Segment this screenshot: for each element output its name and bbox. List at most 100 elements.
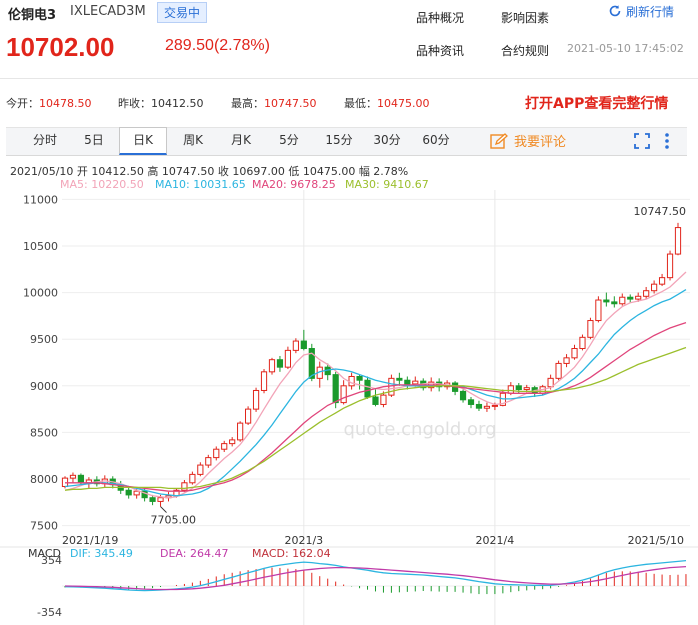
candle-body (308, 348, 315, 379)
candle-body (284, 349, 292, 368)
refresh-button[interactable]: 刷新行情 (608, 3, 674, 20)
candle-body (475, 403, 483, 409)
candle-body (579, 336, 586, 350)
candle-body (627, 296, 634, 300)
ma30-label: MA30: 9410.67 (345, 178, 429, 191)
candle-body (260, 371, 268, 391)
candle-body (69, 474, 77, 479)
tab-30min[interactable]: 30分 (373, 133, 401, 147)
tab-daily-k[interactable]: 日K (119, 127, 167, 155)
y-tick-label: 9500 (30, 333, 58, 346)
ma5-line (64, 271, 687, 499)
candle-body (619, 296, 626, 305)
candle-body (507, 385, 514, 394)
x-tick-label: 2021/1/19 (62, 534, 118, 547)
y-tick-label: 7500 (30, 520, 58, 533)
candle-body (555, 362, 562, 379)
candle-body (404, 379, 411, 385)
candle-body (643, 290, 650, 297)
nav-factors-link[interactable]: 影响因素 (501, 11, 550, 25)
tab-5min[interactable]: 5分 (279, 133, 299, 147)
nav-rules-link[interactable]: 合约规则 (501, 44, 550, 58)
tab-weekly-k[interactable]: 周K (183, 133, 203, 147)
candle-body (380, 394, 387, 405)
candle-body (635, 295, 642, 300)
candle-body (412, 380, 419, 385)
tab-60min[interactable]: 60分 (422, 133, 450, 147)
tab-monthly-k[interactable]: 月K (231, 133, 251, 147)
y-tick-label: 10500 (23, 240, 58, 253)
candle-body (459, 390, 467, 401)
candle-body (340, 385, 347, 404)
comment-label: 我要评论 (514, 135, 567, 150)
candle-body (674, 227, 682, 255)
candle-body (587, 320, 594, 338)
macd-y-tick: 354 (41, 554, 62, 567)
comment-button[interactable]: 我要评论 (490, 131, 566, 150)
y-tick-label: 11000 (23, 193, 58, 206)
candle-body (332, 374, 339, 404)
stat-low: 最低：10475.00 (344, 97, 430, 110)
candle-body (372, 396, 379, 405)
tab-intraday[interactable]: 分时 (32, 133, 57, 147)
candle-body (133, 490, 140, 496)
candle-body (245, 408, 252, 424)
candle-body (611, 301, 618, 305)
ohlc-info-line: 2021/05/10 开 10412.50 高 10747.50 收 10697… (10, 165, 409, 178)
ma10-line (64, 289, 687, 497)
x-tick-label: 2021/4 (476, 534, 515, 547)
nav-overview-link[interactable]: 品种概况 (416, 11, 465, 25)
x-tick-label: 2021/3 (284, 534, 323, 547)
candle-body (483, 405, 491, 409)
candle-body (666, 253, 674, 279)
ma20-line (65, 321, 687, 492)
kline-chart[interactable]: 7500 8000 8500 9000 9500 10000 10500 11000 quote… (0, 190, 698, 625)
dea-line (64, 565, 687, 591)
candle-body (571, 348, 578, 359)
macd-value-label: MACD: 162.04 (252, 547, 331, 560)
annotation-pointer (160, 506, 167, 513)
candle-body (125, 489, 132, 496)
nav-news-link[interactable]: 品种资讯 (416, 44, 465, 58)
y-tick-label: 8500 (30, 426, 58, 439)
tab-5day[interactable]: 5日 (84, 133, 104, 147)
candle-body (467, 399, 475, 405)
candle-body (181, 482, 188, 491)
candle-body (563, 357, 570, 364)
stat-high: 最高：10747.50 (231, 97, 317, 110)
candle-body (364, 379, 371, 398)
tab-15min[interactable]: 15分 (325, 133, 353, 147)
candle-body (658, 277, 666, 285)
ma20-label: MA20: 9678.25 (252, 178, 336, 191)
candle-body (388, 377, 395, 396)
trading-status-badge: 交易中 (157, 2, 208, 23)
refresh-label: 刷新行情 (626, 5, 675, 19)
candle-body (189, 473, 196, 484)
high-annotation: 10747.50 (633, 205, 686, 218)
candle-body (396, 377, 403, 381)
candle-body (205, 457, 212, 466)
macd-dif-label: DIF: 345.49 (70, 547, 133, 560)
current-price: 10702.00 (6, 32, 115, 62)
ma5-label: MA5: 10220.50 (60, 178, 144, 191)
candle-body (157, 497, 164, 502)
candle-body (348, 375, 355, 387)
x-tick-label: 2021/5/10 (628, 534, 684, 547)
y-tick-label: 8000 (30, 473, 58, 486)
open-app-link[interactable]: 打开APP查看完整行情 (525, 96, 669, 112)
ma30-line (64, 346, 687, 491)
candle-body (515, 385, 522, 391)
watermark-text: quote.cngold.org (343, 419, 496, 440)
stat-open: 今开：10478.50 (6, 97, 92, 110)
candle-body (197, 464, 204, 475)
candle-body (276, 359, 284, 368)
candle-body (213, 448, 220, 459)
more-options-button[interactable] (664, 131, 670, 155)
candle-body (356, 375, 363, 381)
candle-body (523, 387, 530, 391)
fullscreen-button[interactable] (634, 133, 650, 153)
candle-body (651, 283, 658, 292)
macd-dea-label: DEA: 264.47 (160, 547, 228, 560)
candle-body (229, 439, 236, 445)
y-tick-label: 9000 (30, 380, 58, 393)
